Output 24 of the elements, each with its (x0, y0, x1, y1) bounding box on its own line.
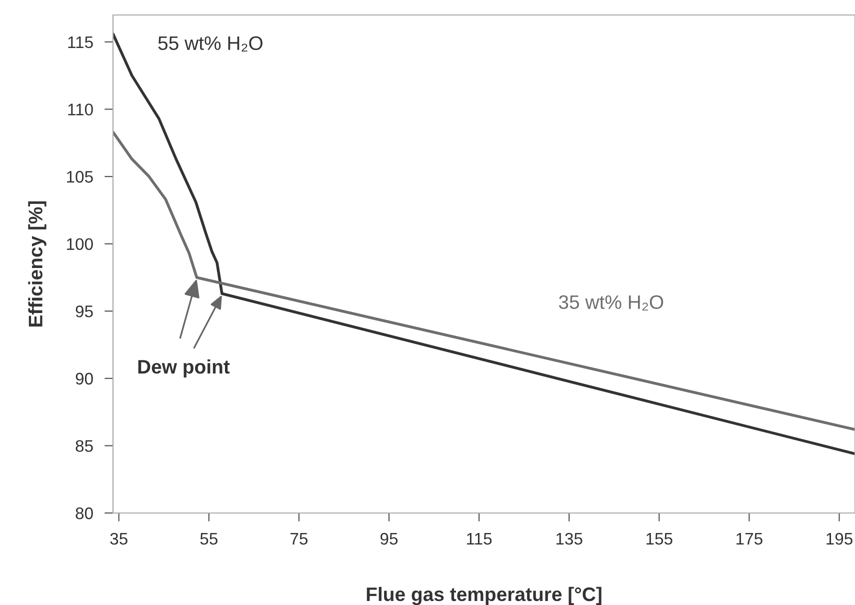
x-tick-label: 55 (200, 533, 218, 545)
x-tick-label: 95 (380, 532, 398, 545)
line-series (113, 32, 855, 456)
line-series (113, 130, 855, 431)
y-tick-label: 110 (68, 104, 93, 116)
x-tick-label: 135 (556, 532, 582, 545)
y-tick-label: 95 (76, 306, 93, 318)
series-label: 55 wt% H₂O (158, 36, 262, 52)
x-tick-label: 155 (646, 533, 672, 545)
y-axis-title: Efficiency [%] (28, 201, 46, 326)
x-tick-label: 115 (467, 533, 492, 545)
y-tick-label: 105 (67, 170, 93, 183)
text: 35 wt% H₂O (558, 295, 664, 310)
y-tick-label: 80 (76, 507, 93, 520)
x-tick-label: 175 (736, 533, 762, 545)
x-tick-label: 35 (110, 532, 128, 545)
y-tick-label: 90 (76, 372, 93, 385)
y-tick-label: 85 (76, 440, 93, 452)
y-tick-label: 100 (67, 238, 93, 250)
annotation: Dew point (138, 359, 230, 378)
y-tick-label: 115 (68, 36, 93, 48)
x-axis-title: Flue gas temperature [°C] (366, 586, 602, 605)
x-tick-label: 75 (290, 533, 308, 545)
x-tick-label: 195 (826, 532, 852, 545)
